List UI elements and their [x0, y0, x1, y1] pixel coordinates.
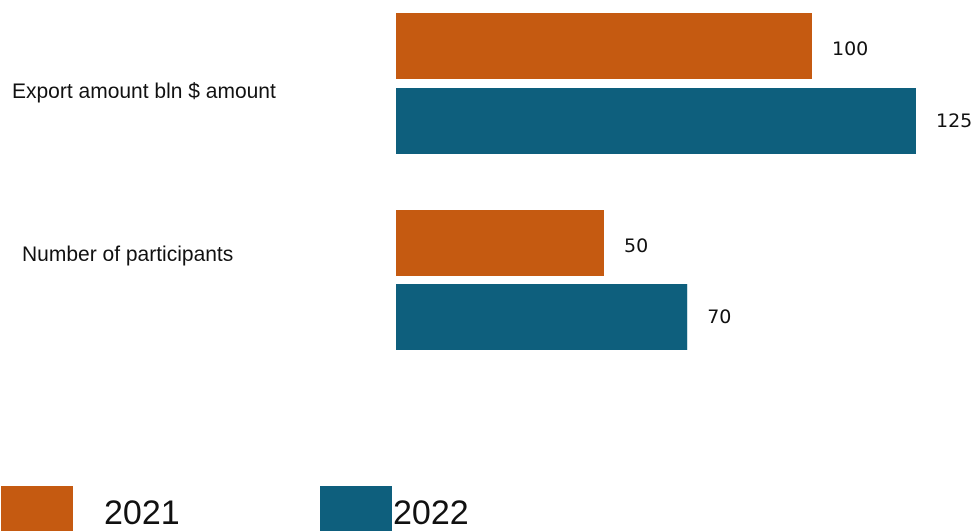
legend: 2021 2022 [1, 486, 469, 531]
value-label-2022-number-of-participants: 70 [707, 306, 731, 328]
legend-label-2021: 2021 [104, 494, 180, 531]
value-label-2021-export-amount: 100 [832, 38, 868, 60]
bar-2021-export-amount [396, 13, 812, 79]
bar-2022-number-of-participants [396, 284, 688, 350]
bar-2021-number-of-participants [396, 210, 604, 276]
bar-2022-export-amount [396, 88, 916, 154]
category-label-number-of-participants: Number of participants [22, 243, 233, 266]
legend-label-2022: 2022 [393, 494, 469, 531]
value-label-2022-export-amount: 125 [936, 110, 972, 132]
legend-swatch-2021 [1, 486, 73, 531]
value-label-2021-number-of-participants: 50 [624, 235, 648, 257]
legend-swatch-2022 [320, 486, 392, 531]
category-label-export-amount: Export amount bln $ amount [12, 80, 276, 103]
